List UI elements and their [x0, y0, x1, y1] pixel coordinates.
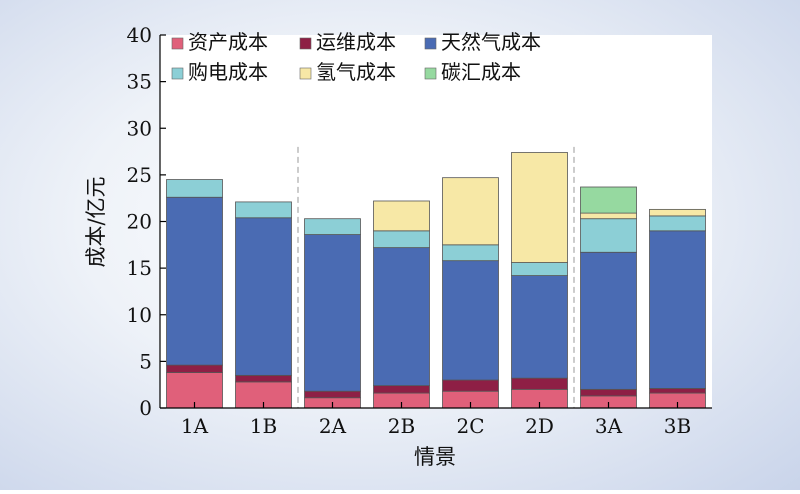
y-tick-label: 20 — [127, 210, 152, 234]
bar-segment — [304, 234, 361, 392]
bar-segment — [373, 200, 430, 232]
bar-segment — [166, 364, 223, 373]
axes: 0 5 10 15 20 25 30 35 40 1A 1B 2A 2B 2C 2D 3A 3B — [127, 23, 712, 438]
legend-swatch — [171, 67, 184, 80]
bar-segment — [166, 196, 223, 366]
legend-label: 天然气成本 — [441, 30, 541, 54]
bar-segment — [235, 201, 292, 219]
bar-segment — [166, 179, 223, 198]
bar-segment — [442, 177, 499, 246]
legend-label: 碳汇成本 — [441, 60, 521, 84]
legend-label: 资产成本 — [188, 30, 268, 54]
x-tick-label: 3B — [664, 414, 691, 438]
bar-segment — [580, 251, 637, 390]
x-tick-label: 1B — [250, 414, 277, 438]
bar-segment — [580, 186, 637, 214]
bar-segment — [442, 244, 499, 262]
bar-segment — [580, 212, 637, 220]
bar-segment — [442, 379, 499, 392]
bar-segment — [580, 218, 637, 253]
legend-swatch — [424, 37, 437, 50]
bar-segment — [373, 247, 430, 387]
y-tick-label: 40 — [127, 23, 152, 47]
plot-area — [160, 35, 712, 409]
y-axis-title: 成本/亿元 — [84, 176, 108, 267]
bar-segment — [304, 390, 361, 399]
legend-label: 购电成本 — [188, 60, 268, 84]
legend-swatch — [171, 37, 184, 50]
y-tick-label: 10 — [127, 303, 152, 327]
y-tick-label: 30 — [127, 116, 152, 140]
legend-swatch — [299, 67, 312, 80]
bar-segment — [580, 388, 637, 397]
legend-label: 氢气成本 — [316, 60, 396, 84]
x-tick-label: 3A — [595, 414, 623, 438]
bar-segment — [511, 275, 568, 379]
x-tick-label: 2A — [319, 414, 347, 438]
bar-segment — [649, 230, 706, 389]
x-tick-label: 1A — [181, 414, 209, 438]
bar-segment — [442, 260, 499, 381]
bar-segment — [511, 262, 568, 276]
x-tick-label: 2C — [456, 414, 484, 438]
y-tick-label: 0 — [139, 396, 152, 420]
legend-label: 运维成本 — [316, 30, 396, 54]
x-tick-label: 2B — [388, 414, 415, 438]
bar-segment — [373, 230, 430, 249]
bar-segment — [511, 152, 568, 263]
y-tick-label: 35 — [127, 70, 152, 94]
x-tick-label: 2D — [525, 414, 554, 438]
bar-segment — [373, 385, 430, 394]
legend-swatch — [424, 67, 437, 80]
bar-segment — [235, 374, 292, 383]
bar-segment — [304, 218, 361, 235]
y-tick-label: 5 — [139, 349, 152, 373]
bar-segment — [511, 377, 568, 390]
bar-segment — [649, 388, 706, 394]
legend-swatch — [299, 37, 312, 50]
y-tick-label: 25 — [127, 163, 152, 187]
x-axis-title: 情景 — [414, 445, 456, 469]
y-tick-label: 15 — [127, 256, 152, 280]
bar-segment — [235, 217, 292, 376]
bar-segment — [649, 208, 706, 217]
bar-segment — [649, 215, 706, 232]
